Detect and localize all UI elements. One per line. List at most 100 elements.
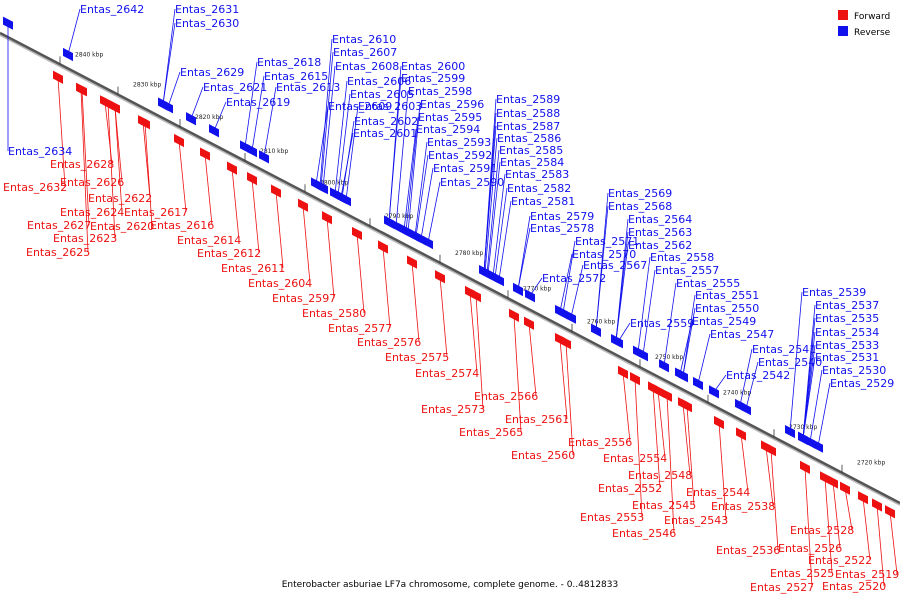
gene-label[interactable]: Entas_2625: [26, 246, 90, 259]
gene-label[interactable]: Entas_2539: [802, 286, 866, 299]
gene-label[interactable]: Entas_2535: [815, 312, 879, 325]
forward-gene[interactable]: [471, 288, 481, 303]
gene-label[interactable]: Entas_2543: [664, 514, 728, 527]
gene-label[interactable]: Entas_2629: [180, 66, 244, 79]
forward-gene[interactable]: [820, 471, 830, 485]
gene-label[interactable]: Entas_2529: [830, 377, 894, 390]
forward-gene[interactable]: [247, 171, 257, 186]
gene-label[interactable]: Entas_2565: [459, 426, 523, 439]
forward-gene[interactable]: [322, 211, 332, 225]
gene-label[interactable]: Entas_2623: [53, 232, 117, 245]
gene-label[interactable]: Entas_2557: [655, 264, 719, 277]
gene-label[interactable]: Entas_2579: [530, 210, 594, 223]
gene-label[interactable]: Entas_2555: [676, 277, 740, 290]
forward-gene[interactable]: [858, 491, 868, 505]
gene-label[interactable]: Entas_2624: [60, 206, 124, 219]
gene-label[interactable]: Entas_2541: [752, 343, 816, 356]
forward-gene[interactable]: [352, 226, 362, 241]
reverse-gene[interactable]: [555, 304, 565, 319]
gene-label[interactable]: Entas_2561: [505, 413, 569, 426]
gene-label[interactable]: Entas_2618: [257, 56, 321, 69]
reverse-gene[interactable]: [494, 272, 504, 287]
gene-label[interactable]: Entas_2528: [790, 524, 854, 537]
forward-gene[interactable]: [828, 475, 838, 489]
gene-label[interactable]: Entas_2588: [496, 107, 560, 120]
gene-label[interactable]: Entas_2609: [328, 100, 392, 113]
gene-label[interactable]: Entas_2584: [500, 156, 564, 169]
gene-label[interactable]: Entas_2603: [358, 100, 422, 113]
forward-gene[interactable]: [618, 365, 628, 379]
forward-gene[interactable]: [174, 133, 184, 148]
forward-gene[interactable]: [378, 240, 388, 254]
gene-label[interactable]: Entas_2534: [815, 326, 879, 339]
gene-label[interactable]: Entas_2581: [511, 195, 575, 208]
reverse-gene[interactable]: [805, 435, 815, 449]
reverse-gene[interactable]: [525, 289, 535, 303]
reverse-gene[interactable]: [591, 323, 601, 337]
gene-label[interactable]: Entas_2578: [530, 222, 594, 235]
gene-label[interactable]: Entas_2594: [416, 123, 480, 136]
gene-label[interactable]: Entas_2582: [507, 182, 571, 195]
gene-label[interactable]: Entas_2556: [568, 436, 632, 449]
gene-label[interactable]: Entas_2622: [88, 192, 152, 205]
gene-label[interactable]: Entas_2547: [710, 328, 774, 341]
gene-label[interactable]: Entas_2591: [433, 162, 497, 175]
gene-label[interactable]: Entas_2627: [27, 219, 91, 232]
reverse-gene[interactable]: [63, 47, 73, 62]
gene-label[interactable]: Entas_2585: [499, 144, 563, 157]
gene-label[interactable]: Entas_2626: [60, 176, 124, 189]
gene-label[interactable]: Entas_2520: [822, 580, 886, 593]
gene-label[interactable]: Entas_2562: [628, 239, 692, 252]
reverse-gene[interactable]: [399, 223, 409, 237]
gene-label[interactable]: Entas_2550: [695, 302, 759, 315]
reverse-gene[interactable]: [3, 16, 13, 30]
forward-gene[interactable]: [682, 399, 692, 413]
gene-label[interactable]: Entas_2608: [335, 60, 399, 73]
gene-label[interactable]: Entas_2576: [357, 336, 421, 349]
gene-label[interactable]: Entas_2631: [175, 3, 239, 16]
forward-gene[interactable]: [662, 388, 672, 402]
gene-label[interactable]: Entas_2522: [808, 554, 872, 567]
gene-label[interactable]: Entas_2596: [420, 98, 484, 111]
gene-label[interactable]: Entas_2598: [408, 85, 472, 98]
gene-label[interactable]: Entas_2580: [302, 307, 366, 320]
gene-label[interactable]: Entas_2519: [835, 568, 899, 581]
gene-label[interactable]: Entas_2567: [583, 259, 647, 272]
gene-label[interactable]: Entas_2568: [608, 200, 672, 213]
gene-label[interactable]: Entas_2614: [177, 234, 241, 247]
gene-label[interactable]: Entas_2572: [542, 272, 606, 285]
gene-label[interactable]: Entas_2533: [815, 339, 879, 352]
reverse-gene[interactable]: [423, 235, 433, 250]
gene-label[interactable]: Entas_2617: [124, 206, 188, 219]
reverse-gene[interactable]: [311, 177, 321, 191]
reverse-gene[interactable]: [693, 376, 703, 391]
forward-gene[interactable]: [227, 161, 237, 175]
gene-label[interactable]: Entas_2595: [418, 111, 482, 124]
gene-label[interactable]: Entas_2587: [496, 120, 560, 133]
gene-label[interactable]: Entas_2525: [770, 567, 834, 580]
gene-label[interactable]: Entas_2628: [50, 158, 114, 171]
reverse-gene[interactable]: [209, 124, 219, 138]
gene-label[interactable]: Entas_2610: [332, 33, 396, 46]
forward-gene[interactable]: [53, 70, 63, 84]
forward-gene[interactable]: [561, 335, 571, 350]
forward-gene[interactable]: [200, 147, 210, 161]
gene-label[interactable]: Entas_2545: [632, 499, 696, 512]
gene-label[interactable]: Entas_2544: [686, 486, 750, 499]
gene-label[interactable]: Entas_2616: [150, 219, 214, 232]
gene-label[interactable]: Entas_2549: [692, 315, 756, 328]
gene-label[interactable]: Entas_2632: [3, 181, 67, 194]
gene-label[interactable]: Entas_2536: [716, 544, 780, 557]
forward-gene[interactable]: [76, 82, 86, 96]
gene-label[interactable]: Entas_2554: [603, 452, 667, 465]
reverse-gene[interactable]: [709, 385, 719, 399]
forward-gene[interactable]: [872, 498, 882, 512]
forward-gene[interactable]: [435, 270, 445, 284]
reverse-gene[interactable]: [566, 310, 576, 324]
gene-label[interactable]: Entas_2577: [328, 322, 392, 335]
gene-label[interactable]: Entas_2604: [248, 277, 312, 290]
forward-gene[interactable]: [509, 308, 519, 323]
forward-gene[interactable]: [298, 198, 308, 212]
gene-label[interactable]: Entas_2613: [276, 81, 340, 94]
gene-label[interactable]: Entas_2542: [726, 369, 790, 382]
